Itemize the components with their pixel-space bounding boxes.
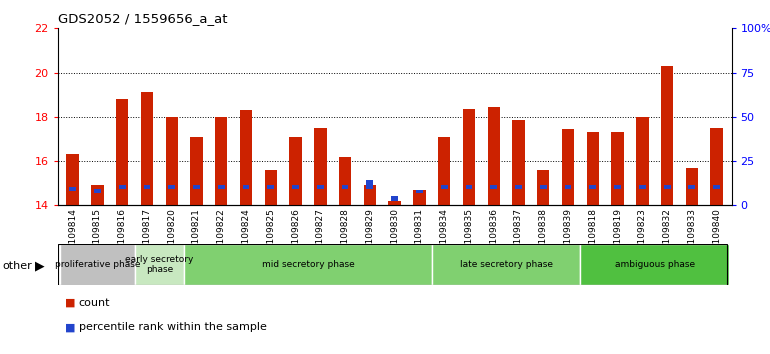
Bar xyxy=(363,185,376,205)
Bar xyxy=(440,185,447,189)
Bar xyxy=(432,244,581,285)
Bar xyxy=(66,154,79,205)
Bar xyxy=(614,185,621,189)
Bar xyxy=(512,120,524,205)
Bar xyxy=(688,185,695,189)
Text: early secretory
phase: early secretory phase xyxy=(125,255,193,274)
Bar xyxy=(581,244,729,285)
Bar xyxy=(91,185,104,205)
Bar xyxy=(711,128,723,205)
Bar xyxy=(116,99,129,205)
Bar xyxy=(143,185,150,189)
Bar xyxy=(119,185,126,189)
Text: ■: ■ xyxy=(65,298,76,308)
Bar xyxy=(636,117,648,205)
Bar xyxy=(267,185,274,189)
Text: ▶: ▶ xyxy=(35,260,44,273)
Bar xyxy=(190,137,203,205)
Text: count: count xyxy=(79,298,110,308)
Bar xyxy=(141,92,153,205)
Bar xyxy=(292,185,299,189)
Bar xyxy=(564,185,571,189)
Bar xyxy=(339,157,351,205)
Bar xyxy=(317,185,323,189)
Bar xyxy=(438,137,450,205)
Bar xyxy=(587,132,599,205)
Bar xyxy=(487,107,500,205)
Bar xyxy=(416,190,423,193)
Bar xyxy=(589,185,596,189)
Bar xyxy=(639,185,646,189)
Bar xyxy=(391,196,398,201)
Bar xyxy=(290,137,302,205)
Text: late secretory phase: late secretory phase xyxy=(460,260,553,269)
Bar xyxy=(69,187,76,191)
Bar xyxy=(515,185,522,189)
Text: percentile rank within the sample: percentile rank within the sample xyxy=(79,322,266,332)
Bar xyxy=(60,244,135,285)
Bar xyxy=(342,185,349,189)
Bar xyxy=(413,190,426,205)
Bar xyxy=(243,185,249,189)
Bar xyxy=(184,244,432,285)
Bar xyxy=(169,185,175,189)
Bar xyxy=(166,117,178,205)
Text: GDS2052 / 1559656_a_at: GDS2052 / 1559656_a_at xyxy=(58,12,227,25)
Bar xyxy=(215,117,227,205)
Bar xyxy=(218,185,225,189)
Bar xyxy=(239,110,253,205)
Bar xyxy=(388,201,401,205)
Bar xyxy=(135,244,184,285)
Bar xyxy=(661,66,673,205)
Bar xyxy=(466,185,472,189)
Text: ambiguous phase: ambiguous phase xyxy=(614,260,695,269)
Text: mid secretory phase: mid secretory phase xyxy=(262,260,354,269)
Bar xyxy=(537,170,550,205)
Bar xyxy=(94,189,101,193)
Bar xyxy=(540,185,547,189)
Bar xyxy=(367,180,373,189)
Text: proliferative phase: proliferative phase xyxy=(55,260,140,269)
Bar xyxy=(611,132,624,205)
Bar xyxy=(314,128,326,205)
Bar xyxy=(265,170,277,205)
Bar xyxy=(490,185,497,189)
Text: other: other xyxy=(2,261,32,271)
Bar xyxy=(664,185,671,189)
Bar xyxy=(463,109,475,205)
Text: ■: ■ xyxy=(65,322,76,332)
Bar xyxy=(685,168,698,205)
Bar xyxy=(713,185,720,189)
Bar xyxy=(193,185,200,189)
Bar xyxy=(562,129,574,205)
